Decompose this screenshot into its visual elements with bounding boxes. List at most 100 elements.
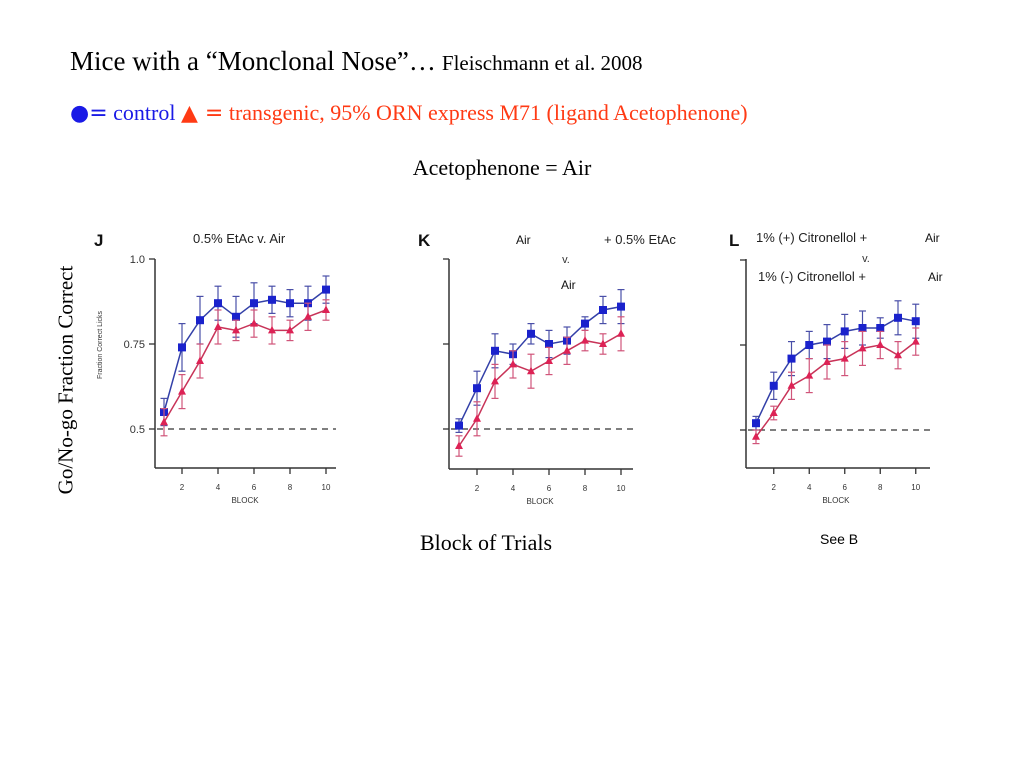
transgenic-triangle-marker [473, 414, 481, 422]
control-square-marker [322, 285, 330, 294]
transgenic-triangle-marker [911, 337, 920, 345]
transgenic-triangle-marker [491, 376, 499, 385]
transgenic-triangle-marker [196, 356, 204, 364]
transgenic-triangle-marker [840, 354, 849, 362]
transgenic-triangle-marker [805, 371, 814, 379]
transgenic-triangle-marker [160, 417, 168, 426]
control-square-marker [286, 299, 294, 308]
transgenic-triangle-marker [545, 356, 553, 364]
y-tick-label: 0.5 [130, 424, 145, 436]
x-tick-label: 4 [216, 483, 221, 492]
x-tick-label: 10 [617, 484, 626, 493]
x-axis-label: Block of Trials [420, 530, 553, 555]
panel-title-plus-citronellol: 1% (+) Citronellol + [756, 230, 867, 245]
x-tick-label: 2 [475, 484, 480, 493]
transgenic-triangle-marker [250, 319, 258, 327]
panel-K: K Air + 0.5% EtAc v. Air 2 4 6 8 10 BLOCK [418, 231, 676, 506]
control-square-marker [911, 317, 920, 326]
control-square-marker [455, 421, 463, 430]
transgenic-triangle-marker [617, 329, 625, 337]
transgenic-triangle-marker [455, 441, 463, 449]
legend: ●= control ▲ = transgenic, 95% ORN expre… [70, 100, 748, 126]
series-transgenic [752, 327, 920, 445]
panel-y-label: Fraction Correct Licks [97, 310, 104, 379]
panel-title-air: Air [925, 231, 940, 245]
control-square-marker [840, 327, 849, 336]
panel-title-etac: + 0.5% EtAc [604, 232, 676, 247]
control-square-marker [545, 340, 553, 348]
panel-x-label: BLOCK [526, 497, 554, 506]
control-square-marker [894, 313, 902, 322]
transgenic-triangle-marker [876, 340, 885, 348]
title-text: Mice with a “Monclonal Nose”… [70, 46, 436, 76]
control-square-marker [527, 329, 535, 338]
panel-title-vs: v. [862, 253, 870, 265]
control-square-marker [787, 354, 796, 363]
panel-letter: K [418, 231, 431, 250]
x-tick-label: 6 [547, 484, 552, 493]
panel-letter: J [94, 231, 103, 250]
control-square-marker [250, 299, 258, 308]
x-tick-label: 8 [878, 483, 883, 492]
control-square-marker [581, 319, 589, 328]
x-tick-label: 8 [288, 483, 293, 492]
transgenic-triangle-marker [178, 387, 186, 395]
panel-title-air-2: Air [561, 278, 576, 292]
transgenic-triangle-marker [599, 339, 607, 347]
see-b-note: See B [820, 531, 859, 547]
control-square-marker [473, 384, 481, 393]
transgenic-triangle-marker [787, 381, 796, 389]
x-tick-label: 10 [911, 483, 920, 492]
control-square-marker [823, 337, 831, 346]
transgenic-triangle-marker [232, 325, 240, 334]
x-tick-label: 8 [583, 484, 588, 493]
x-tick-label: 6 [843, 483, 848, 492]
series-line [755, 341, 917, 438]
transgenic-triangle-marker [752, 432, 760, 440]
subtitle: Acetophenone = Air [412, 155, 592, 180]
control-square-marker [769, 381, 778, 390]
panel-x-label: BLOCK [231, 496, 259, 505]
legend-control-label: control [113, 100, 176, 125]
x-tick-label: 2 [772, 483, 777, 492]
y-tick-label: 0.75 [124, 339, 145, 351]
series-line [458, 333, 622, 447]
transgenic-triangle-marker [322, 305, 330, 313]
panel-L: L 1% (+) Citronellol + Air v. 1% (-) Citrone… [729, 230, 943, 505]
panel-title-air-2: Air [928, 270, 943, 284]
x-tick-label: 10 [322, 483, 331, 492]
transgenic-triangle-marker [823, 357, 831, 365]
y-tick-label: 1.0 [130, 254, 145, 266]
panel-title-air: Air [516, 233, 531, 247]
x-tick-label: 4 [511, 484, 516, 493]
transgenic-triangle-marker [509, 359, 517, 368]
transgenic-triangle-marker [894, 350, 902, 359]
panel-J: J 0.5% EtAc v. Air 1.0 0.75 0.5 Fraction Corr… [94, 231, 336, 505]
series-control [752, 300, 920, 431]
transgenic-triangle-marker [563, 346, 571, 354]
control-square-marker [599, 306, 607, 314]
x-tick-label: 6 [252, 483, 257, 492]
legend-transgenic-label: transgenic, 95% ORN express M71 (ligand … [228, 100, 748, 125]
x-tick-label: 4 [807, 483, 812, 492]
series-line [458, 305, 622, 426]
control-square-marker [752, 419, 760, 428]
slide-title: Mice with a “Monclonal Nose”… Fleischmann… [70, 46, 643, 77]
transgenic-triangle-marker [769, 408, 778, 416]
control-square-marker [268, 295, 276, 304]
control-square-marker [491, 346, 499, 355]
control-square-marker [178, 343, 186, 352]
citation: Fleischmann et al. 2008 [441, 51, 643, 75]
series-line [163, 309, 327, 423]
series-line [163, 289, 327, 413]
transgenic-triangle-marker [581, 336, 589, 344]
control-circle-icon: ●= [70, 101, 108, 126]
control-square-marker [876, 324, 885, 332]
transgenic-triangle-marker [858, 343, 867, 352]
panel-title-minus-citronellol: 1% (-) Citronellol + [758, 269, 866, 284]
panel-title: 0.5% EtAc v. Air [193, 231, 286, 246]
transgenic-triangle-marker [214, 322, 222, 330]
x-tick-label: 2 [180, 483, 185, 492]
series-line [755, 317, 916, 424]
